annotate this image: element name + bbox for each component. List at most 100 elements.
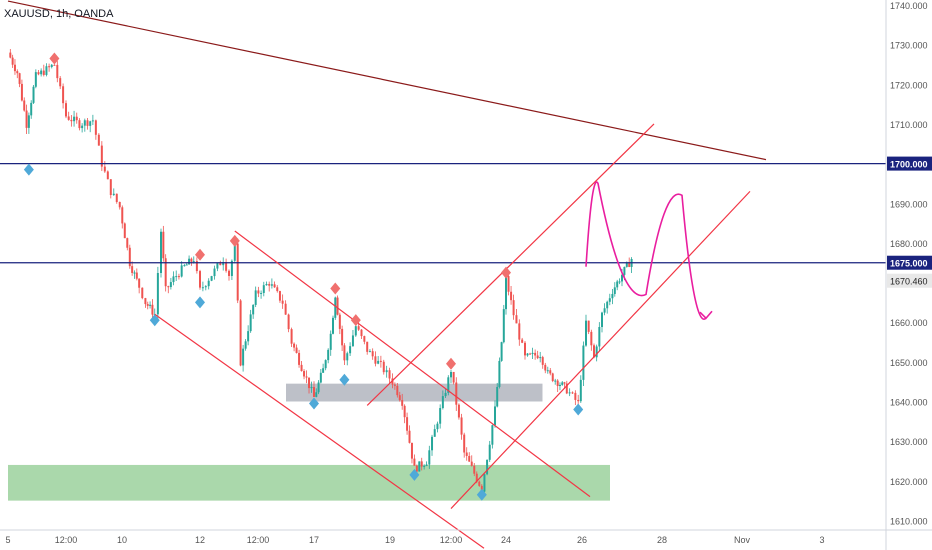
swing-low-marker: [339, 373, 350, 386]
candle-body: [541, 357, 544, 365]
candle-body: [126, 238, 129, 248]
candle-body: [62, 86, 65, 104]
candle-body: [582, 345, 585, 380]
price-tick-label: 1650.000: [890, 358, 928, 368]
price-tick-label: 1620.000: [890, 477, 928, 487]
price-axis[interactable]: 1610.000 1620.000 1630.000 1640.000 1650.000…: [885, 0, 932, 550]
candle-body: [334, 297, 337, 318]
candle-body: [444, 392, 447, 397]
time-axis[interactable]: 5 12:00 10 12 12:00 17 19 12:00 24 26 28 Nov 3: [0, 529, 932, 545]
candle-body: [236, 243, 239, 301]
candle-body: [433, 429, 436, 437]
candle-body: [112, 193, 115, 196]
candle-body: [118, 201, 121, 208]
candles-layer: [9, 49, 633, 496]
candle-body: [70, 119, 73, 122]
candle-body: [563, 382, 566, 384]
candle-body: [551, 373, 554, 381]
candle-body: [83, 120, 86, 126]
candle-body: [423, 465, 426, 467]
candle-body: [160, 231, 162, 274]
candle-body: [201, 287, 204, 289]
time-tick-label: 12:00: [440, 535, 463, 545]
candle-body: [408, 430, 411, 443]
candle-body: [606, 301, 609, 309]
candle-body: [183, 265, 186, 267]
candle-body: [457, 404, 460, 418]
candle-body: [468, 455, 471, 462]
candle-body: [526, 353, 529, 356]
candle-body: [531, 352, 534, 354]
candle-body: [327, 349, 330, 361]
candle-body: [169, 282, 172, 288]
candle-body: [45, 66, 48, 75]
candle-body: [34, 72, 37, 87]
candle-body: [410, 442, 413, 459]
candle-body: [515, 315, 518, 324]
candle-body: [608, 298, 611, 302]
candle-body: [188, 258, 191, 265]
price-tick-label: 1710.000: [890, 120, 928, 130]
zone-rect: [286, 383, 543, 402]
candle-body: [518, 323, 521, 340]
candle-body: [109, 179, 112, 196]
candle-body: [233, 243, 236, 261]
candle-body: [354, 326, 357, 336]
candle-body: [379, 360, 382, 362]
candle-body: [216, 263, 219, 269]
candle-body: [94, 120, 97, 135]
candle-body: [436, 423, 439, 430]
candle-body: [593, 345, 595, 358]
candle-body: [529, 353, 532, 355]
candle-body: [131, 266, 134, 273]
candle-body: [351, 335, 354, 347]
candle-body: [510, 291, 513, 301]
candle-body: [425, 464, 428, 466]
candle-body: [86, 120, 89, 126]
candle-body: [574, 392, 577, 400]
candle-body: [460, 417, 463, 435]
trendline: [450, 190, 751, 509]
candle-body: [242, 348, 245, 366]
candle-body: [144, 298, 147, 305]
time-tick-label: 12: [195, 535, 205, 545]
candle-body: [366, 341, 369, 352]
candle-body: [496, 386, 499, 407]
candle-body: [613, 287, 616, 294]
candle-body: [172, 276, 175, 283]
time-tick-label: 5: [5, 535, 10, 545]
swing-low-marker: [309, 397, 319, 410]
candle-body: [431, 436, 434, 451]
candle-body: [475, 473, 478, 482]
candle-body: [115, 193, 118, 202]
candle-body: [505, 276, 507, 310]
projection-layer: [585, 181, 713, 321]
time-tick-label: 19: [385, 535, 395, 545]
candle-body: [406, 417, 409, 431]
candle-body: [368, 351, 371, 353]
candle-body: [313, 387, 315, 397]
candle-body: [228, 270, 230, 276]
candle-body: [177, 276, 180, 278]
candle-body: [579, 379, 582, 402]
candle-body: [81, 125, 84, 129]
candle-body: [303, 371, 306, 377]
candle-body: [141, 287, 144, 299]
candle-body: [103, 166, 106, 172]
candle-body: [349, 346, 352, 354]
candle-body: [25, 110, 28, 128]
candle-body: [554, 380, 557, 382]
candle-body: [371, 351, 374, 357]
candle-body: [91, 120, 94, 122]
candle-body: [385, 370, 388, 373]
candle-body: [336, 297, 339, 315]
candle-body: [317, 382, 320, 393]
zone-rect: [8, 464, 610, 501]
candle-body: [401, 400, 404, 406]
price-tick-label: 1730.000: [890, 41, 928, 51]
candle-body: [346, 353, 349, 361]
candle-body: [97, 134, 100, 146]
candle-body: [463, 434, 466, 453]
swing-high-marker: [350, 314, 361, 327]
